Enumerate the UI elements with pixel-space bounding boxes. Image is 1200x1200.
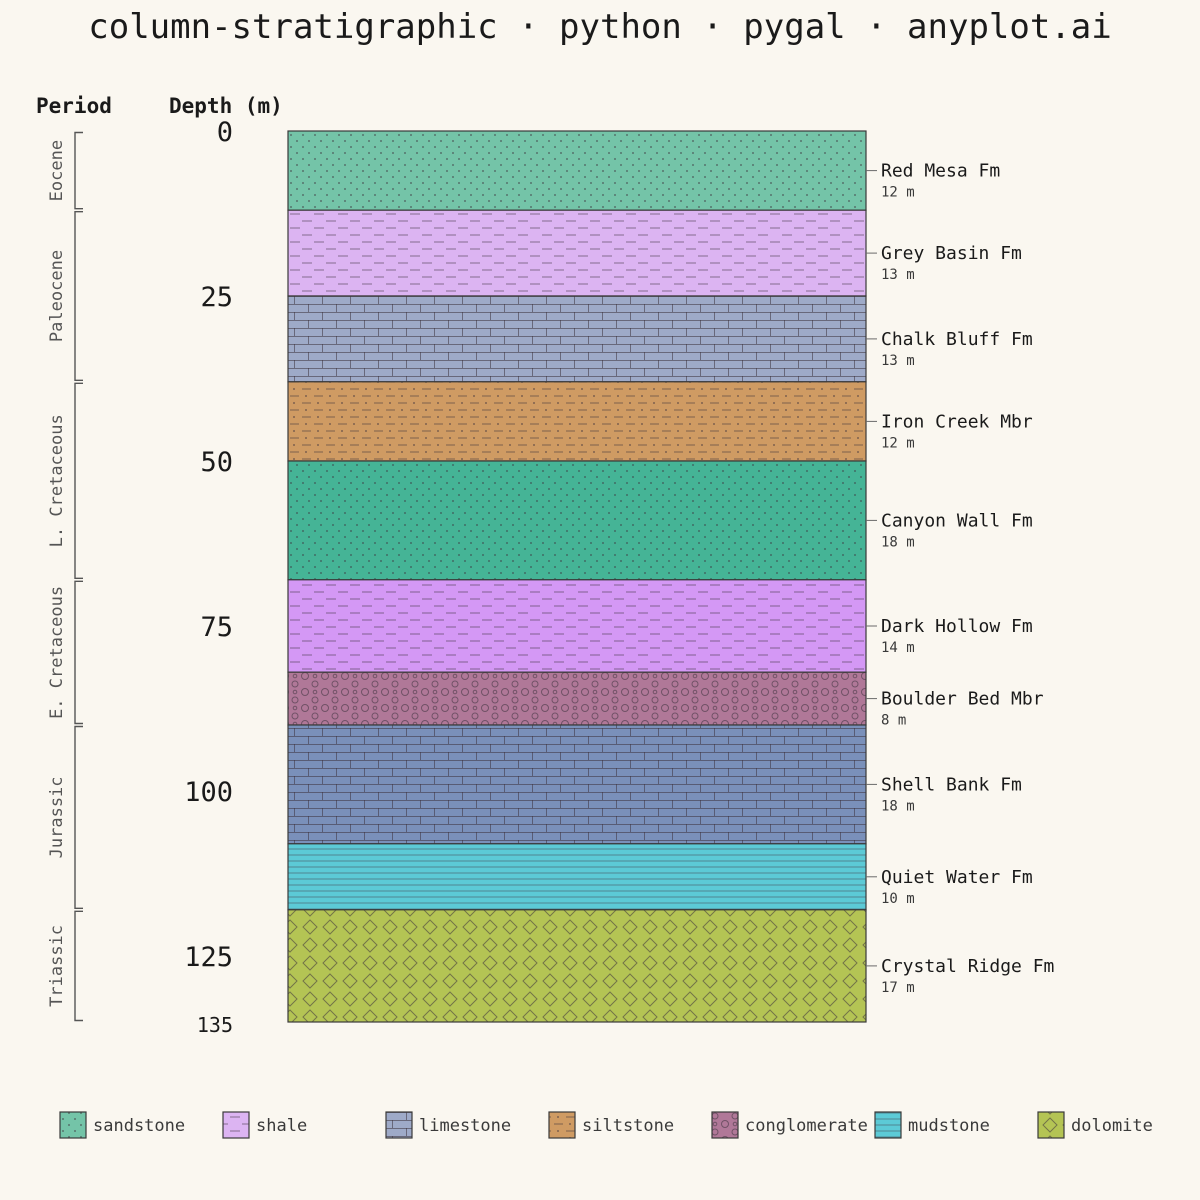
legend-swatch-shale [222,1111,250,1139]
period-bracket [74,131,83,210]
layer-name: Quiet Water Fm [881,867,1033,888]
period-header: Period [36,94,112,118]
layer-sandstone [287,460,867,581]
layer-name: Red Mesa Fm [881,161,1000,182]
layer-mudstone [287,843,867,911]
period-label: E. Cretaceous [47,586,67,719]
depth-tick-label: 100 [184,777,233,808]
layer-limestone [287,724,867,845]
layer-siltstone [287,381,867,462]
depth-header: Depth (m) [169,94,283,118]
period-bracket [74,580,83,725]
layer-thickness: 14 m [881,640,915,656]
legend-swatch-sandstone [59,1111,87,1139]
legend-label: sandstone [93,1116,185,1136]
layer-thickness: 18 m [881,534,915,550]
layer-dolomite [287,909,867,1023]
layer-thickness: 12 m [881,435,915,451]
period-bracket [74,211,83,381]
legend-swatch-limestone [385,1111,413,1139]
period-bracket [74,725,83,909]
legend: sandstone shale limestone siltstone conglome… [59,1111,1153,1139]
legend-swatch-conglomerate [711,1111,739,1139]
legend-label: mudstone [908,1116,990,1136]
layer-labels: Red Mesa Fm 12 m Grey Basin Fm 13 m Chalk Bl… [866,161,1054,996]
layer-thickness: 13 m [881,267,915,283]
layer-thickness: 8 m [881,713,906,729]
depth-tick-label: 75 [200,612,233,643]
period-brackets: Eocene Paleocene L. Cretaceous E. Cretaceou… [47,131,83,1022]
layer-name: Grey Basin Fm [881,243,1022,264]
legend-swatch-mudstone [874,1111,902,1139]
depth-tick-label: 0 [217,117,233,148]
depth-axis: 0 25 50 75 100 125 135 [184,117,233,1037]
layer-sandstone [287,130,867,211]
depth-bottom-label: 135 [197,1013,233,1037]
period-label: Paleocene [47,250,67,342]
layer-name: Crystal Ridge Fm [881,956,1054,977]
layer-thickness: 12 m [881,185,915,201]
period-label: Eocene [47,140,67,201]
layer-shale [287,209,867,297]
chart-title: column-stratigraphic · python · pygal · … [88,7,1112,47]
layer-name: Boulder Bed Mbr [881,689,1044,710]
depth-tick-label: 25 [200,282,233,313]
layer-name: Canyon Wall Fm [881,510,1033,531]
period-label: Jurassic [47,776,67,858]
layers [287,130,867,1023]
layer-thickness: 17 m [881,980,915,996]
legend-label: conglomerate [745,1116,868,1136]
layer-limestone [287,295,867,383]
legend-swatch-dolomite [1037,1111,1065,1139]
layer-name: Dark Hollow Fm [881,616,1033,637]
period-bracket [74,910,83,1022]
layer-name: Iron Creek Mbr [881,411,1033,432]
period-label: Triassic [47,925,67,1007]
legend-label: siltstone [582,1116,674,1136]
layer-conglomerate [287,671,867,726]
depth-tick-label: 125 [184,942,233,973]
layer-thickness: 10 m [881,891,915,907]
legend-swatch-siltstone [548,1111,576,1139]
period-bracket [74,382,83,579]
layer-thickness: 13 m [881,353,915,369]
layer-name: Shell Bank Fm [881,774,1022,795]
legend-label: dolomite [1071,1116,1153,1136]
legend-label: limestone [419,1116,511,1136]
layer-thickness: 18 m [881,798,915,814]
depth-tick-label: 50 [200,447,233,478]
layer-name: Chalk Bluff Fm [881,329,1033,350]
legend-label: shale [256,1116,307,1136]
layer-shale [287,579,867,673]
period-label: L. Cretaceous [47,414,67,547]
